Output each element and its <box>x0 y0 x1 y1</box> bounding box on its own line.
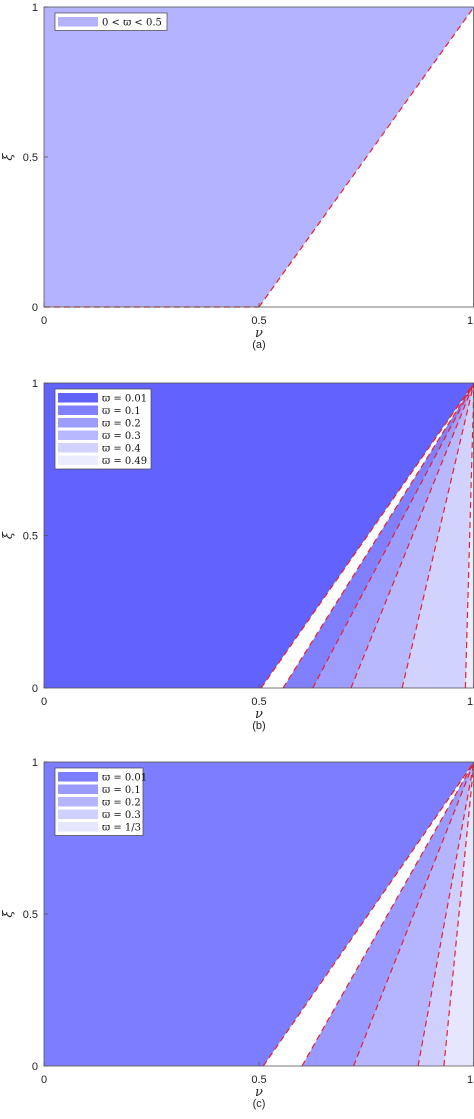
boundary-line-5 <box>401 382 474 689</box>
y-tick-label: 1 <box>32 378 38 390</box>
legend-swatch <box>58 455 98 465</box>
region-1 <box>44 762 474 1066</box>
region-1 <box>44 383 474 688</box>
legend: 0 < ϖ < 0.5 <box>54 12 168 31</box>
panel-caption: (c) <box>253 1098 266 1110</box>
panel-caption: (a) <box>252 339 265 351</box>
legend: ϖ = 0.01ϖ = 0.1 ϖ = 0.2ϖ = 0.3 ϖ = 1/3 <box>54 767 147 836</box>
legend-entry: ϖ = 0.1 <box>102 785 141 796</box>
y-tick-label: 0.5 <box>23 909 38 921</box>
legend-entry: ϖ = 0.4 <box>102 444 141 455</box>
legend-entry: ϖ = 0.01 <box>102 394 147 405</box>
boundary-line-4 <box>417 761 474 1067</box>
x-tick-label: 0.5 <box>251 1074 266 1086</box>
legend-swatch <box>58 405 98 415</box>
x-tick-label: 1 <box>467 1074 473 1086</box>
boundary-line-4 <box>350 382 474 689</box>
legend-swatch <box>58 430 98 440</box>
legend-swatch <box>58 809 98 819</box>
boundary-line-6 <box>464 382 474 689</box>
region-5 <box>402 383 474 688</box>
y-tick-label: 0 <box>32 302 38 314</box>
legend-entry: ϖ = 0.2 <box>102 419 141 430</box>
y-tick-label: 0.5 <box>23 531 38 543</box>
legend-swatch <box>58 784 98 794</box>
y-tick-label: 0.5 <box>23 152 38 164</box>
boundary-line-1 <box>258 6 474 308</box>
legend-swatch <box>58 418 98 428</box>
y-tick-label: 0 <box>32 683 38 695</box>
legend-entry: ϖ = 0.49 <box>102 456 147 467</box>
legend-swatch <box>58 772 98 782</box>
legend-entry: 0 < ϖ < 0.5 <box>102 18 162 29</box>
boundary-line-5 <box>443 761 474 1067</box>
legend-entry: ϖ = 0.2 <box>102 798 141 809</box>
y-tick-label: 1 <box>32 757 38 769</box>
panel-caption: (b) <box>252 720 265 732</box>
x-tick-label: 0.5 <box>251 315 266 327</box>
y-axis-label: ξ <box>1 910 16 918</box>
legend-entry: ϖ = 0.3 <box>102 431 141 442</box>
x-tick-label: 0 <box>41 315 47 327</box>
boundary-line-3 <box>353 761 474 1067</box>
legend: ϖ = 0.01ϖ = 0.1 ϖ = 0.2ϖ = 0.3 ϖ = 0.4ϖ = … <box>54 388 152 470</box>
legend-entry: ϖ = 0.3 <box>102 810 141 821</box>
legend-swatch <box>58 797 98 807</box>
x-tick-label: 0 <box>41 1074 47 1086</box>
y-axis-label: ξ <box>1 153 16 161</box>
x-tick-label: 1 <box>467 315 473 327</box>
boundary-line-1 <box>262 761 474 1067</box>
x-axis-label: ν <box>255 707 263 722</box>
y-tick-label: 1 <box>32 2 38 14</box>
legend-entry: ϖ = 1/3 <box>102 823 141 834</box>
legend-swatch <box>58 822 98 832</box>
x-tick-label: 0.5 <box>251 696 266 708</box>
y-axis-label: ξ <box>1 531 16 539</box>
x-axis-label: ν <box>255 1085 263 1100</box>
legend-swatch <box>58 443 98 453</box>
legend-swatch <box>58 393 98 403</box>
x-tick-label: 0 <box>41 696 47 708</box>
boundary-line-1 <box>260 382 474 689</box>
chart-panel-1: 0 0.5 1 0 0.5 1 ν ξ (a) 0 < ϖ < 0.5 <box>1 2 474 351</box>
legend-entry: ϖ = 0.1 <box>102 406 141 417</box>
y-tick-label: 0 <box>32 1061 38 1073</box>
x-tick-label: 1 <box>467 696 473 708</box>
legend-swatch <box>58 17 98 27</box>
region-1 <box>44 7 474 307</box>
legend-entry: ϖ = 0.01 <box>102 773 147 784</box>
boundary-line-2 <box>301 761 474 1067</box>
boundary-line-3 <box>312 382 474 689</box>
x-axis-label: ν <box>255 326 263 341</box>
